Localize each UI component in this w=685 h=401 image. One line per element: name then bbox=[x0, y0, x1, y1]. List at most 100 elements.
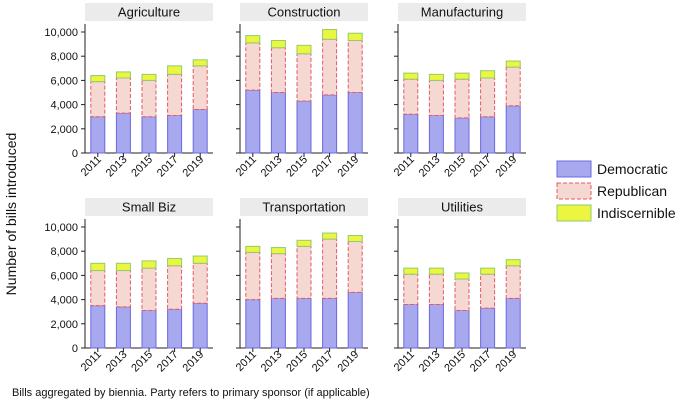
bar-democratic-2013 bbox=[270, 297, 286, 349]
bar-indiscernible-2017 bbox=[480, 267, 496, 275]
x-tick-label: 2019 bbox=[181, 349, 207, 375]
bar-indiscernible-2015 bbox=[141, 260, 157, 269]
bar-democratic-2017 bbox=[480, 307, 496, 349]
bar-indiscernible-2019 bbox=[192, 59, 208, 67]
bar-republican-2013 bbox=[115, 77, 131, 114]
bar-republican-2019 bbox=[192, 65, 208, 110]
y-tick-label: 4,000 bbox=[50, 100, 78, 112]
x-tick-label: 2013 bbox=[104, 154, 130, 180]
panel-title: Transportation bbox=[262, 200, 345, 215]
x-tick-label: 2019 bbox=[494, 349, 520, 375]
legend-label-indiscernible: Indiscernible bbox=[597, 205, 676, 221]
bar-republican-2013 bbox=[270, 253, 286, 299]
bar-republican-2015 bbox=[454, 78, 470, 119]
y-tick-label: 4,000 bbox=[50, 295, 78, 307]
bar-indiscernible-2013 bbox=[115, 71, 131, 79]
panel-title: Small Biz bbox=[122, 200, 176, 215]
bar-indiscernible-2017 bbox=[322, 29, 338, 40]
panel-header bbox=[398, 3, 526, 21]
panel-title: Agriculture bbox=[118, 5, 180, 20]
x-tick-label: 2015 bbox=[129, 154, 155, 180]
x-tick-label: 2013 bbox=[259, 349, 285, 375]
x-tick-label: 2015 bbox=[284, 154, 310, 180]
bar-republican-2017 bbox=[322, 38, 338, 96]
bar-indiscernible-2013 bbox=[270, 39, 286, 49]
bar-indiscernible-2015 bbox=[296, 239, 312, 247]
bar-democratic-2013 bbox=[115, 306, 131, 349]
bar-indiscernible-2015 bbox=[296, 44, 312, 55]
y-tick-label: 0 bbox=[72, 148, 78, 160]
bar-indiscernible-2017 bbox=[167, 65, 183, 75]
x-tick-label: 2013 bbox=[417, 349, 443, 375]
bar-democratic-2015 bbox=[454, 117, 470, 154]
bar-indiscernible-2013 bbox=[428, 267, 444, 275]
x-tick-label: 2017 bbox=[310, 154, 336, 180]
bar-republican-2015 bbox=[296, 53, 312, 102]
panel-header bbox=[398, 198, 526, 216]
bar-democratic-2011 bbox=[245, 89, 261, 154]
bar-indiscernible-2013 bbox=[270, 247, 286, 255]
x-tick-label: 2017 bbox=[310, 349, 336, 375]
panel-small-biz: Small Biz 0 2,000 4,000 6,000 8,000 10,000 2011… bbox=[44, 198, 213, 374]
bar-indiscernible-2017 bbox=[480, 70, 496, 79]
bar-republican-2019 bbox=[347, 39, 363, 93]
bar-indiscernible-2019 bbox=[347, 234, 363, 243]
bar-indiscernible-2015 bbox=[454, 272, 470, 280]
bar-democratic-2017 bbox=[167, 308, 183, 349]
bar-democratic-2019 bbox=[505, 105, 521, 154]
y-tick-label: 10,000 bbox=[44, 222, 78, 234]
x-tick-label: 2011 bbox=[79, 154, 104, 179]
bar-republican-2011 bbox=[403, 78, 419, 115]
bar-republican-2017 bbox=[480, 77, 496, 118]
panel-manufacturing: Manufacturing 2011 2013 2015 2017 2019 bbox=[392, 3, 526, 179]
bar-indiscernible-2011 bbox=[245, 35, 261, 44]
legend-swatch-republican bbox=[556, 182, 592, 200]
panel-grid: Agriculture 0 2,000 4,000 6,000 8,000 10,000 20… bbox=[44, 3, 526, 374]
bar-democratic-2019 bbox=[192, 302, 208, 349]
x-tick-label: 2015 bbox=[442, 349, 468, 375]
bar-democratic-2019 bbox=[505, 297, 521, 349]
panel-utilities: Utilities 2011 2013 2015 2017 2019 bbox=[392, 198, 526, 374]
bar-democratic-2013 bbox=[428, 114, 444, 154]
bar-democratic-2011 bbox=[90, 305, 106, 349]
bar-democratic-2011 bbox=[90, 116, 106, 154]
bar-indiscernible-2011 bbox=[90, 75, 106, 83]
panel-header bbox=[85, 3, 213, 21]
bar-democratic-2017 bbox=[322, 94, 338, 154]
legend-label-republican: Republican bbox=[597, 183, 667, 199]
x-tick-label: 2017 bbox=[468, 349, 494, 375]
x-tick-label: 2011 bbox=[79, 349, 104, 374]
bar-republican-2017 bbox=[480, 273, 496, 309]
bar-democratic-2015 bbox=[454, 309, 470, 349]
x-tick-label: 2017 bbox=[468, 154, 494, 180]
bar-indiscernible-2019 bbox=[347, 32, 363, 41]
x-tick-label: 2011 bbox=[234, 154, 259, 179]
bar-republican-2015 bbox=[296, 245, 312, 299]
x-tick-label: 2019 bbox=[181, 154, 207, 180]
legend: Democratic Republican Indiscernible bbox=[556, 160, 676, 222]
bar-indiscernible-2017 bbox=[167, 257, 183, 267]
x-tick-label: 2011 bbox=[392, 349, 417, 374]
bar-republican-2015 bbox=[141, 267, 157, 311]
bar-republican-2017 bbox=[167, 265, 183, 310]
bar-democratic-2013 bbox=[270, 92, 286, 154]
bar-indiscernible-2013 bbox=[115, 262, 131, 272]
bar-democratic-2017 bbox=[167, 114, 183, 154]
legend-label-democratic: Democratic bbox=[597, 161, 668, 177]
bar-democratic-2015 bbox=[141, 116, 157, 154]
bar-indiscernible-2017 bbox=[322, 232, 338, 240]
bar-democratic-2011 bbox=[403, 113, 419, 154]
panel-title: Manufacturing bbox=[421, 5, 503, 20]
bar-democratic-2011 bbox=[245, 299, 261, 349]
bar-democratic-2015 bbox=[296, 100, 312, 154]
bar-democratic-2015 bbox=[141, 309, 157, 349]
chart-caption: Bills aggregated by biennia. Party refer… bbox=[12, 387, 370, 399]
bar-indiscernible-2019 bbox=[192, 255, 208, 264]
bar-indiscernible-2013 bbox=[428, 73, 444, 81]
bar-democratic-2017 bbox=[480, 116, 496, 154]
bar-republican-2013 bbox=[428, 273, 444, 305]
bar-indiscernible-2011 bbox=[245, 245, 261, 253]
bar-democratic-2017 bbox=[322, 297, 338, 349]
bar-republican-2015 bbox=[454, 278, 470, 311]
